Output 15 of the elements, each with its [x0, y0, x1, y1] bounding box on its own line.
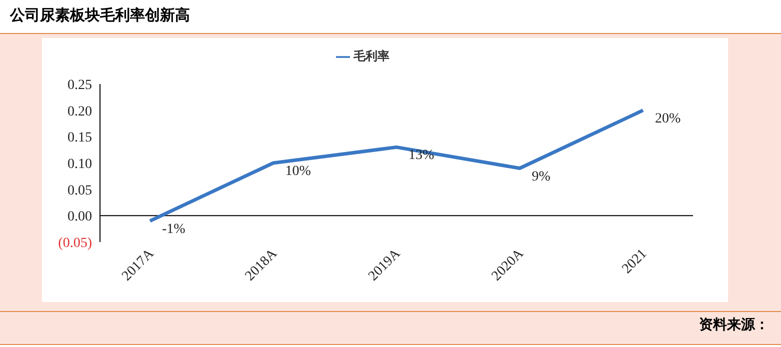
y-tick-label: (0.05): [58, 236, 92, 251]
y-tick-label: 0.10: [68, 157, 92, 172]
data-label: -1%: [162, 222, 186, 237]
data-label: 9%: [532, 169, 551, 184]
y-tick-label: 0.20: [68, 104, 92, 120]
chart-title: 公司尿素板块毛利率创新高: [10, 6, 190, 25]
line-series: [148, 108, 645, 223]
y-tick-label: 0.05: [68, 183, 92, 198]
data-label: 10%: [285, 164, 312, 179]
y-tick-label: 0.25: [68, 78, 92, 93]
data-label: 20%: [655, 111, 681, 126]
y-tick-label: 0.00: [68, 210, 92, 225]
legend-label: 毛利率: [354, 49, 390, 63]
text: 资料来源：: [699, 316, 769, 334]
y-tick-label: 0.15: [68, 130, 92, 146]
